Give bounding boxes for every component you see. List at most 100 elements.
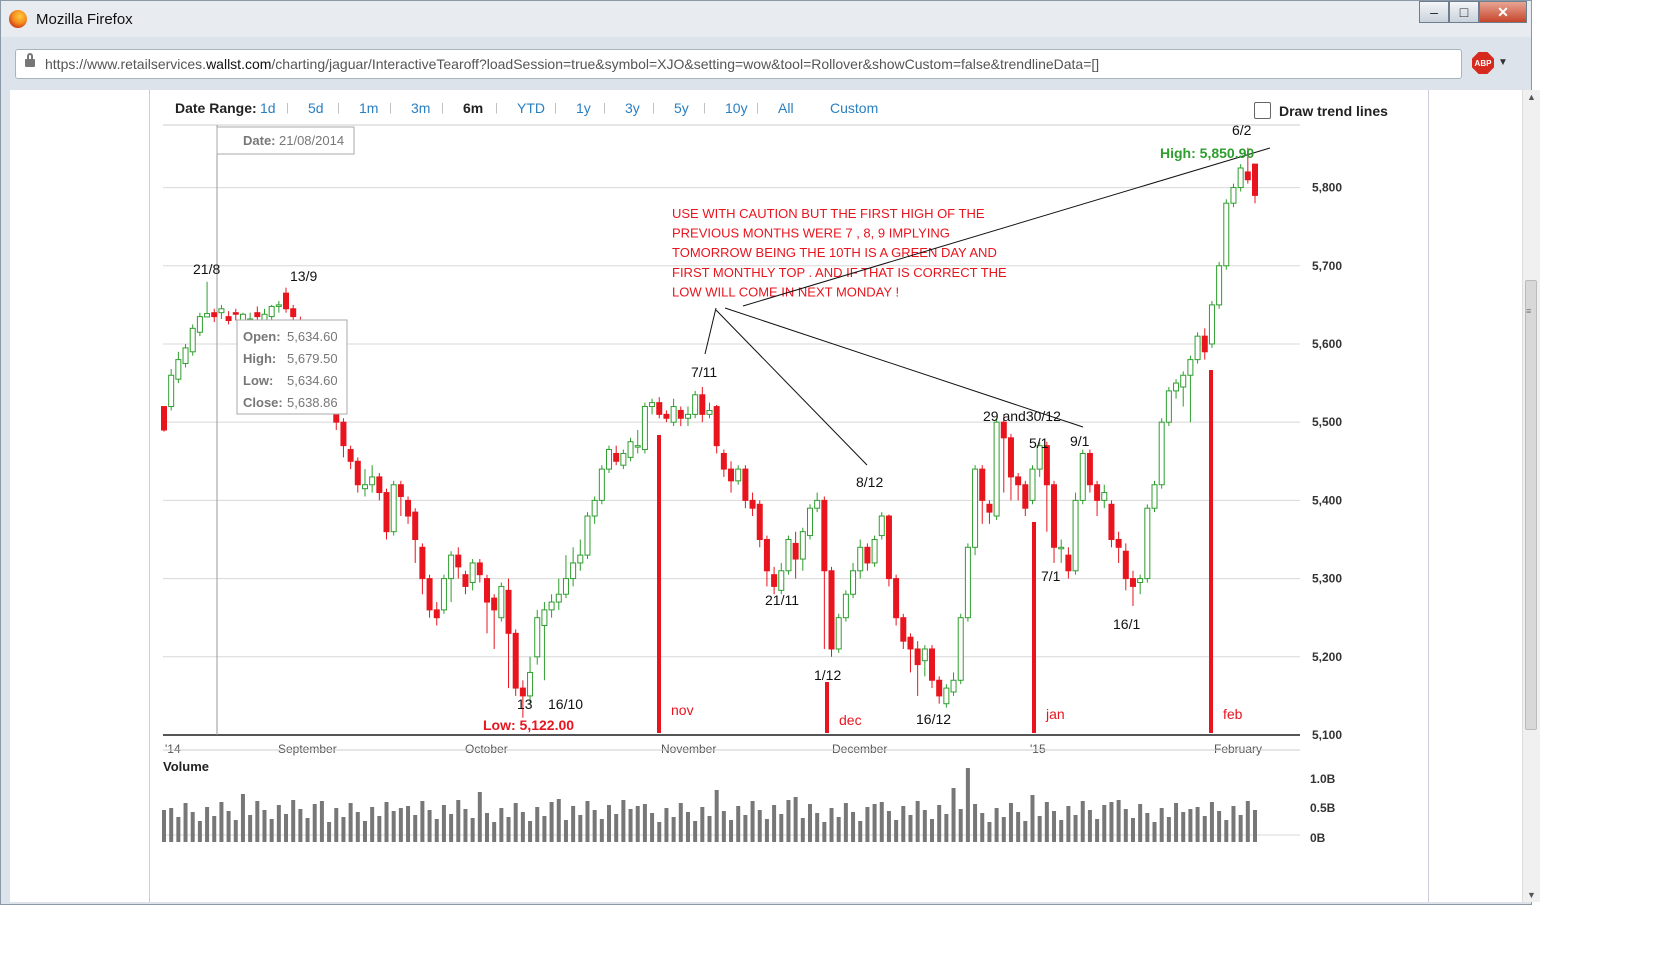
volume-bar <box>585 801 590 842</box>
volume-bar <box>391 811 396 842</box>
candle-up <box>1079 452 1086 501</box>
volume-bar <box>872 804 877 842</box>
vertical-scrollbar[interactable]: ▲ ≡ ▼ <box>1522 90 1540 902</box>
candle-down <box>713 406 720 447</box>
close-button[interactable]: ✕ <box>1479 1 1527 23</box>
candle-up <box>634 445 641 448</box>
annotation-line <box>704 307 717 355</box>
range-separator: | <box>389 102 392 114</box>
candle-up <box>440 578 447 611</box>
y-tick-label: 5,800 <box>1312 181 1342 195</box>
candle-down <box>792 542 799 560</box>
candle-down <box>161 406 167 431</box>
adblock-plus-icon[interactable]: ABP <box>1472 52 1494 74</box>
candle-down <box>749 499 756 509</box>
url-text[interactable]: https://www.retailservices.wallst.com/ch… <box>45 56 1100 72</box>
candle-down <box>986 503 993 513</box>
volume-bar <box>384 802 389 842</box>
range-separator: | <box>603 102 606 114</box>
maximize-button[interactable]: □ <box>1449 1 1479 23</box>
volume-bar <box>1023 821 1028 842</box>
volume-bar <box>894 820 899 842</box>
range-separator: | <box>703 102 706 114</box>
range-3m[interactable]: 3m <box>411 100 431 116</box>
volume-label: Volume <box>163 759 209 774</box>
volume-bar <box>1159 808 1164 842</box>
candle-down <box>412 511 419 540</box>
x-tick-label: November <box>661 742 716 756</box>
volume-bar <box>1202 816 1207 842</box>
volume-bar <box>714 790 719 842</box>
range-5d[interactable]: 5d <box>308 100 324 116</box>
candle-up <box>806 507 813 537</box>
range-custom[interactable]: Custom <box>830 100 879 116</box>
volume-bar <box>922 810 927 842</box>
scroll-up-arrow-icon[interactable]: ▲ <box>1527 92 1536 102</box>
candle-up <box>957 617 964 681</box>
y-tick-label: 5,400 <box>1312 493 1342 507</box>
candle-up <box>1165 390 1172 423</box>
volume-bar <box>750 801 755 842</box>
candle-up <box>835 617 842 650</box>
range-3y[interactable]: 3y <box>625 100 640 116</box>
volume-tick-label: 0B <box>1310 831 1326 845</box>
date-label: 5/1 <box>1029 435 1049 451</box>
volume-bar <box>477 792 482 842</box>
minimize-button[interactable]: – <box>1419 1 1449 23</box>
address-bar[interactable]: https://www.retailservices.wallst.com/ch… <box>15 49 1462 79</box>
candle-up <box>735 468 742 482</box>
ohlc-tooltip-label: High: <box>243 351 276 366</box>
range-6m[interactable]: 6m <box>463 100 484 116</box>
range-10y[interactable]: 10y <box>725 100 748 116</box>
candle-up <box>498 585 505 619</box>
candle-down <box>763 538 770 572</box>
candle-up <box>1194 335 1201 361</box>
price-chart[interactable]: 5,800 5,700 5,600 5,500 5,400 5,300 5,200 5,100… <box>150 90 1428 902</box>
volume-bar <box>865 807 870 842</box>
draw-trend-lines-label[interactable]: Draw trend lines <box>1279 103 1388 119</box>
candle-down <box>455 554 462 568</box>
candle-up <box>577 554 584 564</box>
range-5y[interactable]: 5y <box>674 100 689 116</box>
candle-up <box>620 452 627 466</box>
candle-up <box>606 449 613 470</box>
chevron-down-icon[interactable]: ▼ <box>1498 57 1508 68</box>
scroll-grip-icon: ≡ <box>1526 306 1532 316</box>
candle-down <box>483 578 490 603</box>
volume-bar <box>449 814 454 842</box>
volume-bar <box>843 803 848 842</box>
candle-up <box>857 546 864 572</box>
volume-bar <box>858 821 863 842</box>
date-label: 7/11 <box>691 364 717 380</box>
candle-down <box>505 589 512 634</box>
volume-bar <box>1123 809 1128 842</box>
candle-down <box>1129 578 1136 587</box>
candle-up <box>921 648 928 662</box>
annotation-text: LOW WILL COME IN NEXT MONDAY ! <box>672 284 899 299</box>
range-all[interactable]: All <box>778 100 794 116</box>
range-1y[interactable]: 1y <box>576 100 591 116</box>
volume-bar <box>786 800 791 842</box>
low-label: Low: 5,122.00 <box>483 717 574 733</box>
range-1m[interactable]: 1m <box>359 100 379 116</box>
volume-bar <box>1073 815 1078 842</box>
candle-down <box>742 468 749 501</box>
annotation-line <box>742 147 1271 307</box>
date-label: 8/12 <box>856 474 883 490</box>
candle-down <box>1051 484 1058 548</box>
volume-bar <box>987 822 992 842</box>
candle-down <box>1000 421 1007 439</box>
date-label: 9/1 <box>1070 433 1090 449</box>
scroll-thumb[interactable] <box>1525 280 1537 730</box>
draw-trend-lines-checkbox[interactable] <box>1254 102 1271 119</box>
volume-bar <box>1238 815 1243 842</box>
candle-up <box>275 304 282 307</box>
scroll-down-arrow-icon[interactable]: ▼ <box>1527 890 1536 900</box>
candle-up <box>972 468 979 548</box>
candle-up <box>448 554 455 580</box>
candle-down <box>1065 554 1072 572</box>
volume-tick-label: 1.0B <box>1310 772 1336 786</box>
volume-bar <box>535 807 540 842</box>
range-ytd[interactable]: YTD <box>517 100 545 116</box>
range-1d[interactable]: 1d <box>260 100 276 116</box>
